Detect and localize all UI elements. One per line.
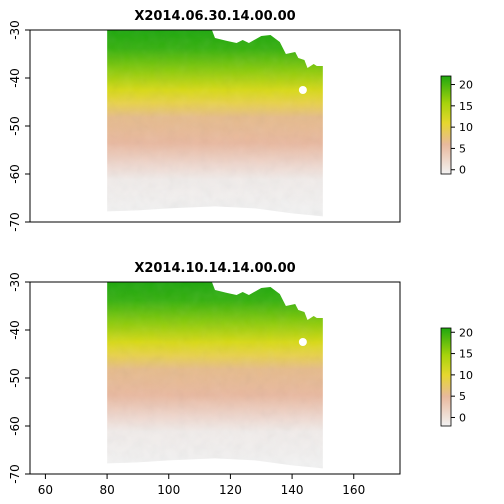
x-tick-label: 120 <box>219 483 242 497</box>
legend-color-bar <box>440 327 452 427</box>
panel-1-raster <box>107 30 323 217</box>
x-tick-label: 80 <box>99 483 114 497</box>
legend-tick-label: 10 <box>459 121 473 134</box>
x-tick-label: 60 <box>38 483 53 497</box>
y-tick-label: -40 <box>8 68 22 88</box>
legend-tick-label: 20 <box>459 326 473 339</box>
panel-2: X2014.10.14.14.00.00 -30 -40 -50 -60 -70 60 8… <box>8 261 473 497</box>
panel-1-y-axis: -30 -40 -50 -60 -70 <box>8 20 30 232</box>
legend-tick-label: 0 <box>459 164 466 177</box>
y-tick-label: -30 <box>8 272 22 292</box>
panel-2-y-axis: -30 -40 -50 -60 -70 <box>8 272 30 484</box>
x-tick-label: 140 <box>281 483 304 497</box>
panel-1-legend: 0 5 10 15 20 <box>440 75 473 177</box>
panel-2-title: X2014.10.14.14.00.00 <box>134 261 295 276</box>
panel-2-legend: 0 5 10 15 20 <box>440 326 473 427</box>
y-tick-label: -50 <box>8 368 22 388</box>
legend-tick-label: 0 <box>459 411 466 424</box>
panel-1-title: X2014.06.30.14.00.00 <box>134 9 295 24</box>
legend-tick-label: 5 <box>459 142 466 155</box>
legend-tick-label: 5 <box>459 390 466 403</box>
legend-color-bar <box>440 75 452 175</box>
y-tick-label: -40 <box>8 320 22 340</box>
legend-tick-label: 10 <box>459 369 473 382</box>
legend-tick-label: 15 <box>459 348 473 361</box>
x-tick-label: 160 <box>342 483 365 497</box>
panel-1: X2014.06.30.14.00.00 -30 -40 -50 -60 -70 0 5 1… <box>8 9 473 232</box>
legend-tick-label: 15 <box>459 100 473 113</box>
legend-tick-label: 20 <box>459 79 473 92</box>
y-tick-label: -30 <box>8 20 22 40</box>
panel-2-x-axis: 60 80 100 120 140 160 <box>38 474 365 497</box>
y-tick-label: -70 <box>8 464 22 484</box>
y-tick-label: -60 <box>8 164 22 184</box>
y-tick-label: -60 <box>8 416 22 436</box>
x-tick-label: 100 <box>157 483 180 497</box>
y-tick-label: -70 <box>8 212 22 232</box>
panel-2-raster <box>107 282 323 469</box>
y-tick-label: -50 <box>8 116 22 136</box>
